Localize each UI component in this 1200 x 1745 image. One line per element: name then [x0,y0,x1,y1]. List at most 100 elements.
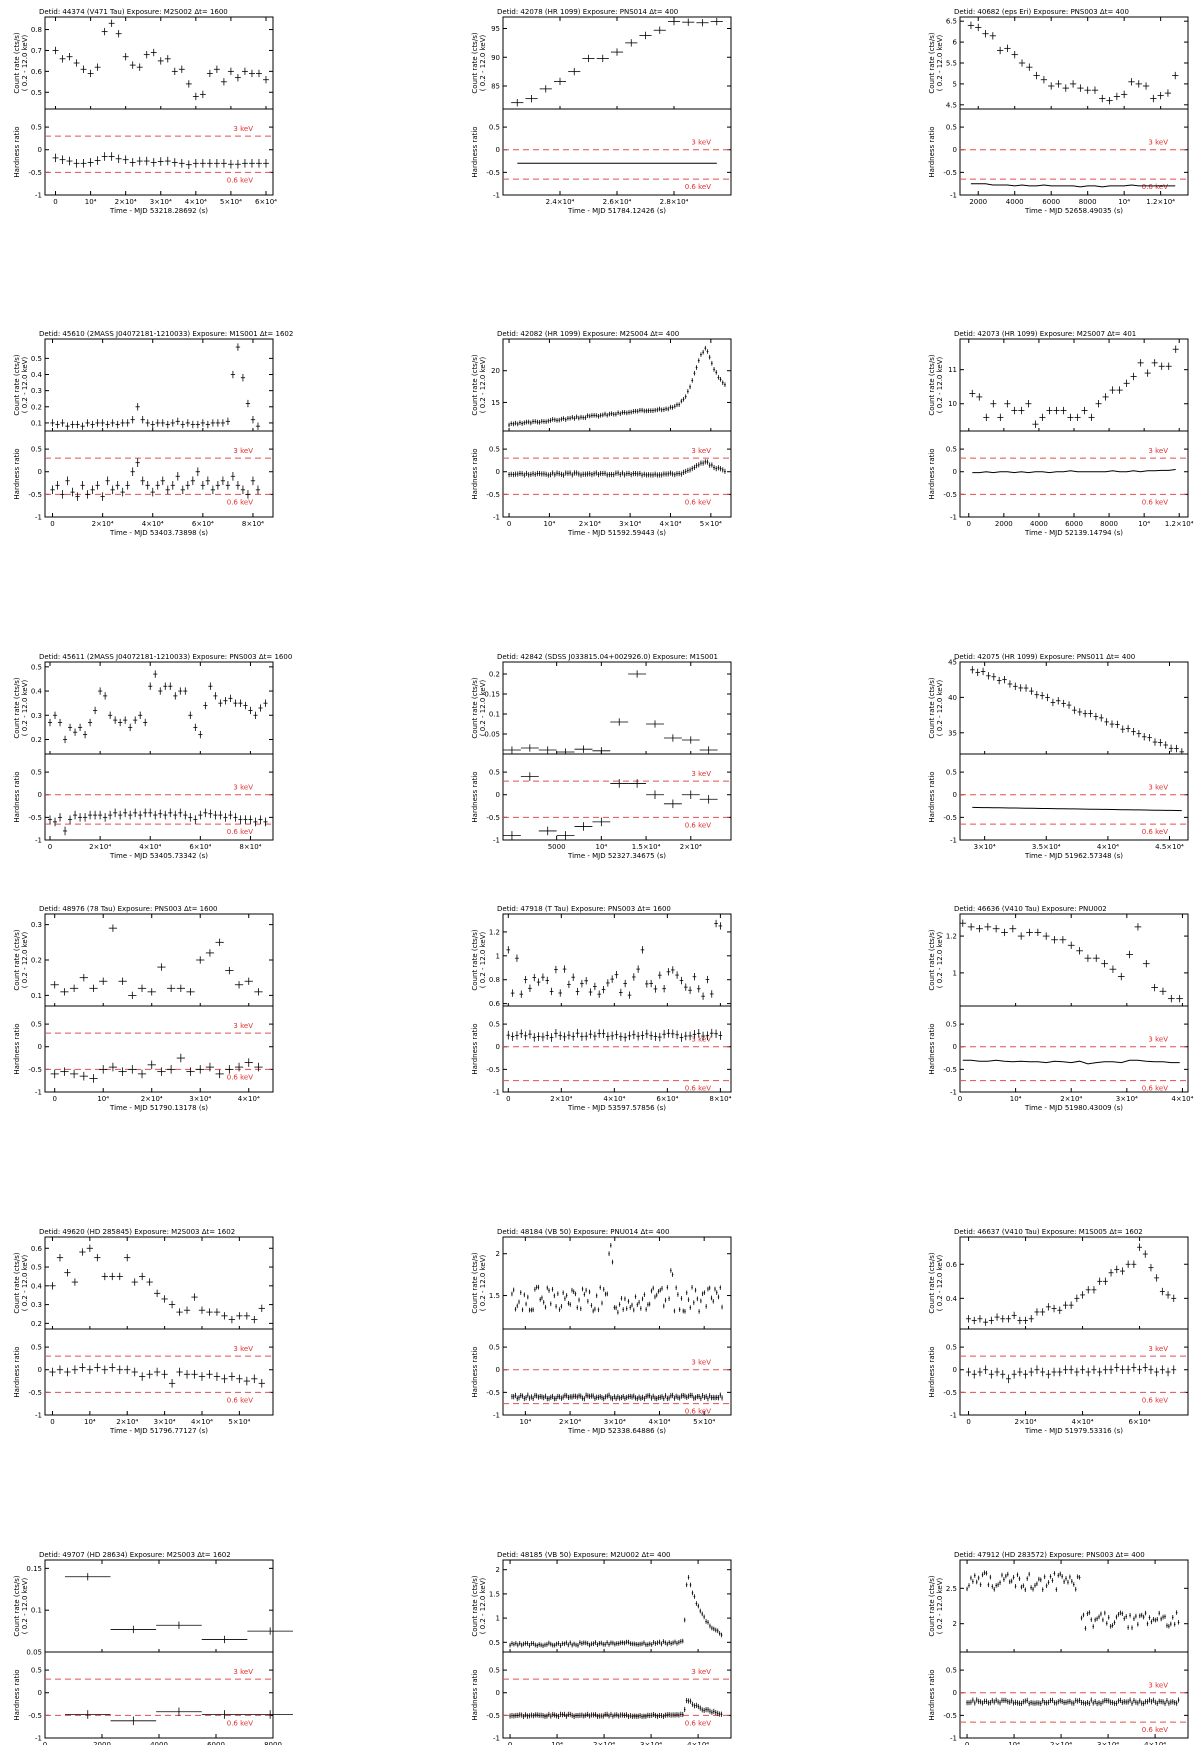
count-rate-point [567,415,569,421]
hardness-point [608,1713,610,1719]
count-rate-point [540,418,543,424]
count-rate-point [678,402,681,407]
count-rate-point [122,53,129,61]
hardness-point [571,1394,573,1400]
count-rate-point [130,416,135,424]
hardness-point [621,470,624,476]
count-rate-point [1039,413,1046,422]
hardness-point [700,460,702,466]
y-tick-label: 0.4 [31,371,43,379]
panel-header: Detid: 46637 (V410 Tau) Exposure: M1S005… [954,1228,1143,1236]
hardness-point [670,1712,672,1718]
hardness-point [657,1032,662,1042]
hardness-point [516,1712,519,1718]
hardness-point [153,1367,161,1377]
hardness-point [689,1392,692,1398]
count-rate-point [1091,1286,1097,1294]
count-rate-point [115,420,120,429]
count-rate-point [990,400,997,408]
count-rate-point [160,419,165,427]
count-rate-point [193,723,198,732]
count-rate-point [93,706,98,715]
hardness-point [701,1707,704,1713]
x-axis-label: Time - MJD 53405.73342 (s) [109,852,208,860]
x-tick-label: 2×10⁴ [141,1095,163,1103]
hr-tick-label: 0.5 [489,1021,500,1029]
hardness-point [1108,1365,1114,1375]
hardness-point [685,1698,688,1704]
count-rate-point [512,421,515,427]
count-rate-point [258,1304,265,1313]
hardness-point [590,1393,593,1399]
count-rate-point [1034,928,1042,937]
count-rate-point [623,1640,626,1646]
hardness-point [645,472,648,478]
count-rate-point [611,1259,614,1265]
y-tick-label: 0.6 [31,1245,43,1253]
count-rate-point [243,701,248,710]
ref-line-label: 3 keV [233,447,253,455]
panel-header: Detid: 48184 (VB 50) Exposure: PNU014 Δt… [497,1228,669,1236]
hardness-point [248,815,253,824]
hardness-point [249,159,255,168]
hardness-point [671,471,674,477]
hr-tick-label: 0.5 [946,769,957,777]
count-rate-point [1144,369,1151,377]
count-rate-point [544,1642,546,1648]
y-tick-label: 0.1 [489,711,500,719]
hardness-point [80,481,85,490]
count-rate-point [1171,1294,1177,1303]
hardness-point [571,1032,576,1041]
hardness-point [586,471,589,477]
count-rate-point [564,417,567,422]
hardness-point [594,1395,596,1402]
count-rate-point [701,992,705,1000]
x-tick-label: 10⁴ [1138,520,1150,528]
count-rate-point [521,421,524,426]
x-tick-label: 6×10⁴ [656,1095,678,1103]
y-axis-label: Count rate (cts/s) [928,354,936,415]
count-rate-point [539,1297,541,1302]
count-rate-point [663,734,682,742]
hardness-point [1000,1369,1006,1379]
count-rate-point [235,343,241,351]
y-axis-label: Count rate (cts/s) [471,929,479,990]
x-tick-label: 6000 [1042,198,1060,206]
count-rate-point [50,981,59,989]
hardness-point [652,472,654,478]
hardness-point [1131,1363,1137,1372]
count-rate-point [665,406,667,412]
hardness-point [562,472,565,478]
count-rate-point [582,415,585,420]
hardness-point [153,810,158,820]
count-rate-point [634,1294,637,1299]
y-tick-label: 0.4 [31,1282,43,1290]
count-rate-point [49,1282,56,1290]
x-tick-label: 8000 [264,1741,282,1745]
x-tick-label: 3×10⁴ [974,843,996,851]
hr-tick-label: -1 [493,1089,500,1097]
hardness-point [64,1710,111,1719]
count-rate-point [971,1316,977,1325]
count-rate-point [591,413,593,418]
panel-header: Detid: 46636 (V410 Tau) Exposure: PNU002 [954,905,1107,913]
hr-tick-label: 0 [953,468,957,476]
hardness-point [714,1710,717,1716]
count-rate-point [627,991,632,999]
count-rate-point [528,984,532,992]
count-rate-point [150,420,155,429]
hardness-point [664,1712,667,1718]
hardness-point [610,1711,612,1717]
hardness-point [85,490,90,499]
x-tick-label: 10⁴ [1010,1095,1022,1103]
ref-line-label: 0.6 keV [685,1085,711,1093]
hardness-point [623,472,626,478]
count-rate-point [571,1642,573,1648]
hardness-point [675,1030,679,1040]
hardness-point [203,808,208,818]
hardness-point [1159,1365,1165,1375]
hardness-point [157,157,164,166]
y-tick-label: 1.2 [489,928,500,936]
hardness-point [675,1393,677,1399]
hardness-point [604,1711,606,1718]
